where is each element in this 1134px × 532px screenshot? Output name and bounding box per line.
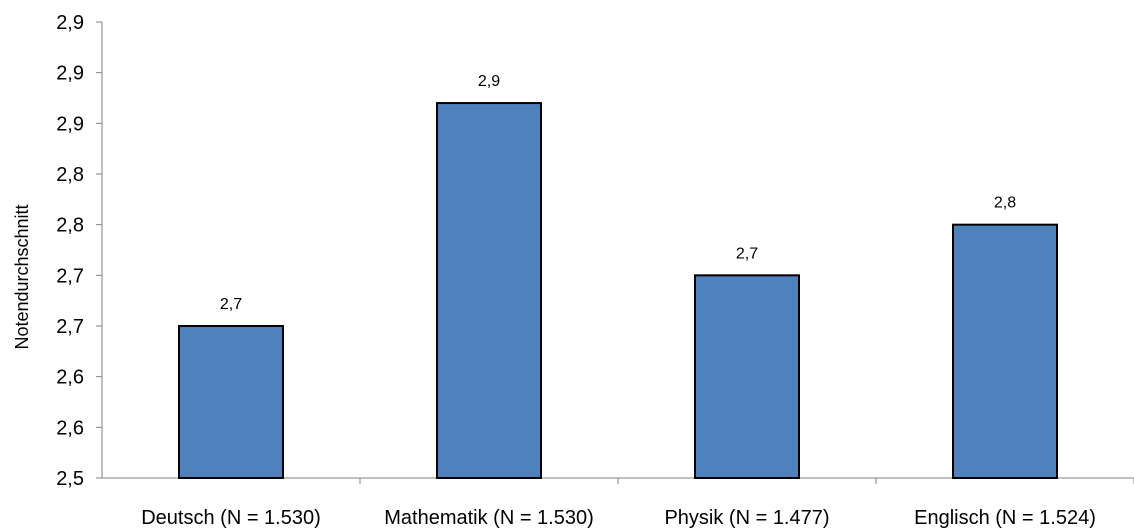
bar xyxy=(178,325,284,479)
y-tick-label: 2,9 xyxy=(56,113,84,135)
y-axis-label: Notendurchschnitt xyxy=(12,204,32,349)
y-tick-label: 2,9 xyxy=(56,12,84,34)
bar xyxy=(436,102,542,479)
x-tick-label: Physik (N = 1.477) xyxy=(664,507,829,529)
y-tick-label: 2,9 xyxy=(56,63,84,85)
x-tick-label: Deutsch (N = 1.530) xyxy=(141,507,321,529)
data-label: 2,8 xyxy=(994,195,1016,212)
x-tick-label: Englisch (N = 1.524) xyxy=(914,507,1096,529)
bar xyxy=(952,223,1058,479)
x-axis: Deutsch (N = 1.530) Mathematik (N = 1.530… xyxy=(102,477,1134,529)
y-tick-label: 2,5 xyxy=(56,468,84,490)
y-tick-label: 2,6 xyxy=(56,417,84,439)
x-tick-label: Mathematik (N = 1.530) xyxy=(384,507,594,529)
data-label: 2,7 xyxy=(220,296,242,313)
y-tick-label: 2,7 xyxy=(56,316,84,338)
bars xyxy=(178,102,1058,480)
y-tick-label: 2,8 xyxy=(56,215,84,237)
y-tick-label: 2,7 xyxy=(56,265,84,287)
y-axis: 2,5 2,6 2,6 2,7 2,7 2,8 2,8 2,9 2,9 2,9 xyxy=(56,12,103,490)
y-tick-label: 2,6 xyxy=(56,367,84,389)
y-tick-label: 2,8 xyxy=(56,164,84,186)
data-labels: 2,7 2,9 2,7 2,8 xyxy=(220,73,1016,313)
y-axis-label-group: Notendurchschnitt xyxy=(12,204,32,349)
data-label: 2,7 xyxy=(736,245,758,262)
data-label: 2,9 xyxy=(478,73,500,90)
bar xyxy=(694,274,800,480)
